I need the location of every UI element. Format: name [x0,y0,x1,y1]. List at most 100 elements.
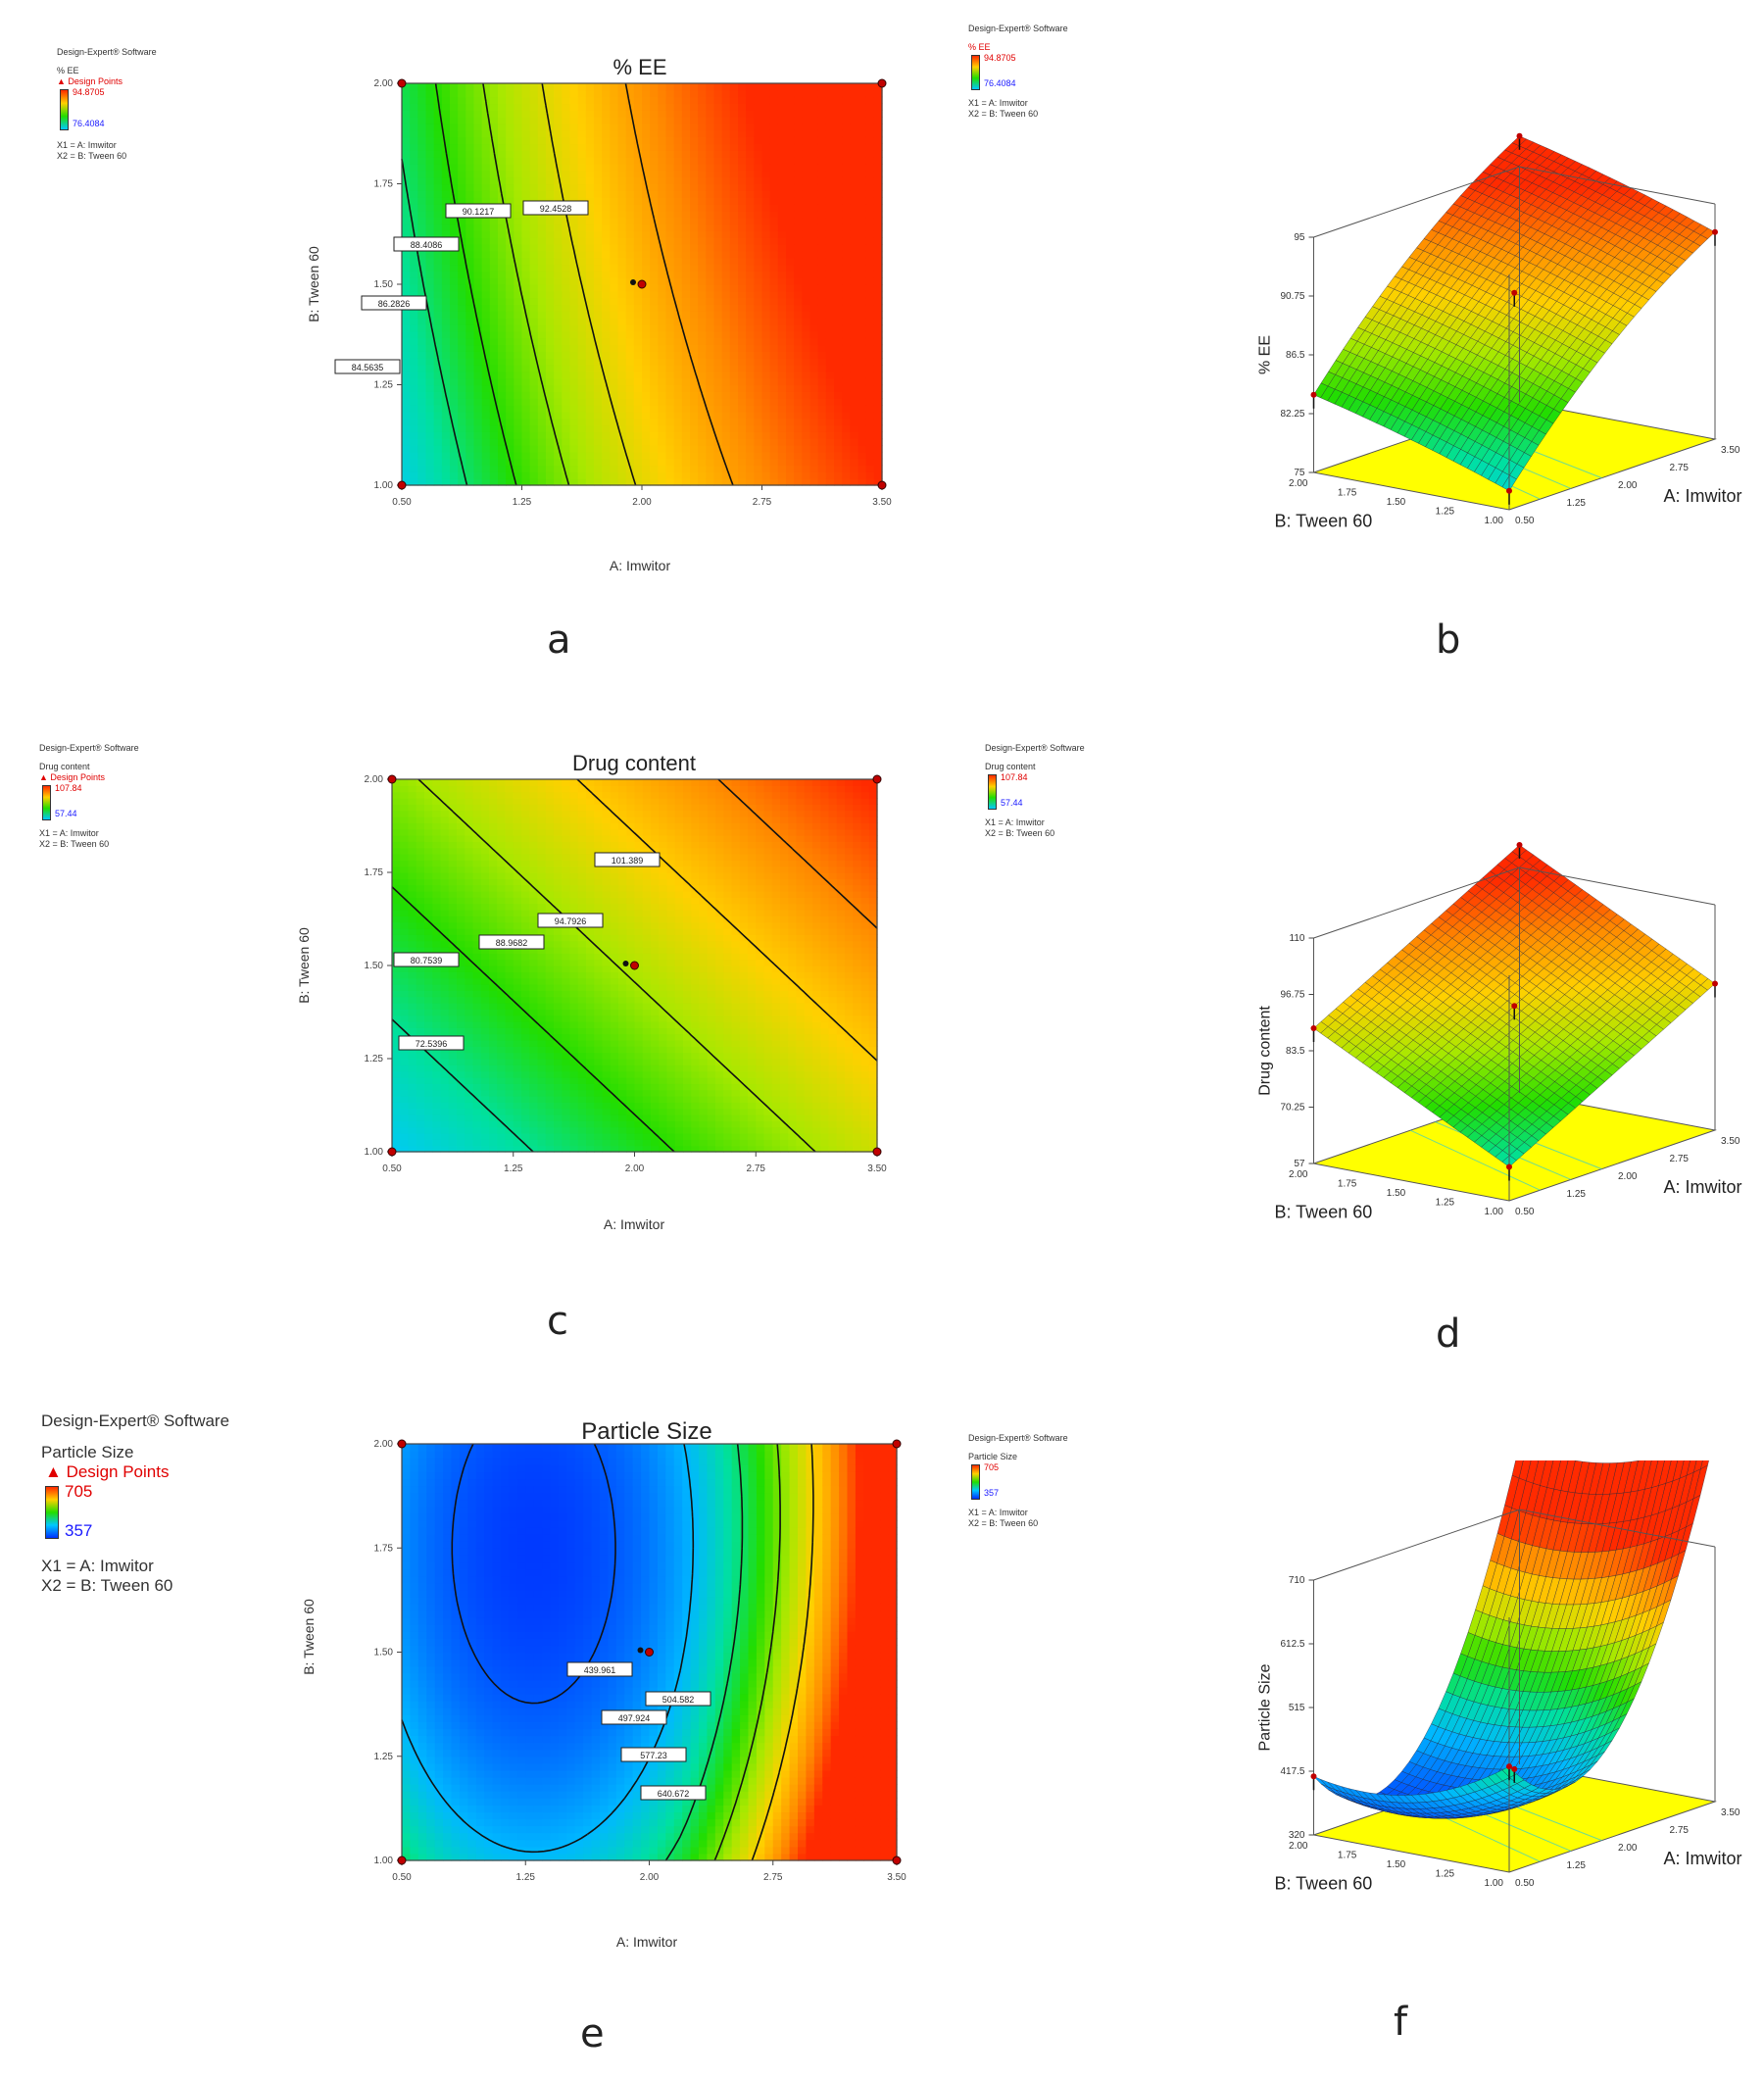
heatmap-cell [698,96,707,105]
heatmap-cell [817,143,827,151]
heatmap-cell [433,83,443,91]
heatmap-cell [537,337,547,346]
heatmap-cell [825,311,835,319]
heatmap-cell [458,377,466,386]
heatmap-cell [681,405,691,413]
heatmap-cell [817,83,827,91]
heatmap-cell [417,330,427,339]
heatmap-cell [392,1033,401,1041]
heatmap-cell [425,371,435,379]
heatmap-cell [569,311,579,319]
heatmap-cell [537,277,547,285]
heatmap-cell [562,250,571,259]
heatmap-cell [425,157,435,165]
heatmap-cell [529,89,539,98]
heatmap-cell [506,83,514,91]
heatmap-cell [473,351,483,359]
heatmap-cell [817,471,827,479]
heatmap-cell [746,83,755,91]
heatmap-cell [408,835,417,842]
heatmap-cell [850,89,859,98]
heatmap-cell [721,358,731,366]
heatmap-cell [769,264,779,272]
heatmap-cell [706,244,715,252]
heatmap-cell [777,129,787,138]
heatmap-cell [481,297,491,306]
heatmap-cell [458,384,466,392]
heatmap-cell [873,210,883,219]
heatmap-cell [617,150,627,158]
heatmap-cell [432,910,442,916]
heatmap-cell [706,471,715,479]
heatmap-cell [481,250,491,259]
heatmap-cell [424,1009,433,1016]
heatmap-cell [809,277,819,285]
heatmap-cell [825,176,835,185]
heatmap-cell [569,230,579,238]
heatmap-cell [433,365,443,372]
heatmap-cell [432,921,442,929]
heatmap-cell [432,854,442,861]
heatmap-cell [448,916,458,923]
heatmap-cell [809,176,819,185]
heatmap-cell [481,330,491,339]
heatmap-cell [650,230,659,238]
heatmap-cell [817,230,827,238]
heatmap-cell [489,324,499,332]
heatmap-cell [625,170,635,178]
heatmap-cell [817,250,827,259]
heatmap-cell [577,183,587,191]
heatmap-cell [602,458,611,467]
heatmap-cell [713,237,723,245]
heatmap-cell [746,271,755,278]
heatmap-cell [458,304,466,312]
heatmap-cell [481,311,491,319]
heatmap-cell [521,458,531,467]
heatmap-cell [673,110,683,118]
heatmap-cell [746,431,755,439]
heatmap-cell [625,324,635,332]
heatmap-cell [537,217,547,225]
heatmap-cell [769,358,779,366]
heatmap-cell [673,377,683,386]
heatmap-cell [410,277,418,285]
heatmap-cell [761,110,771,118]
heatmap-cell [633,257,643,266]
heatmap-cell [721,250,731,259]
heatmap-cell [850,344,859,352]
heatmap-cell [642,297,651,306]
heatmap-cell [713,230,723,238]
heatmap-cell [521,244,531,252]
heatmap-cell [794,190,803,198]
heatmap-cell [794,384,803,392]
heatmap-cell [777,284,787,292]
heatmap-cell [706,237,715,245]
heatmap-cell [794,391,803,399]
heatmap-cell [633,83,643,91]
heatmap-cell [594,157,603,165]
heatmap-cell [416,835,425,842]
heatmap-cell [416,916,425,923]
heatmap-cell [562,458,571,467]
heatmap-cell [514,197,523,205]
heatmap-cell [610,344,619,352]
heatmap-cell [665,176,675,185]
heatmap-cell [569,217,579,225]
heatmap-cell [738,204,747,212]
heatmap-cell [873,244,883,252]
heatmap-cell [698,230,707,238]
heatmap-cell [450,290,459,299]
heatmap-cell [706,445,715,453]
heatmap-cell [466,318,475,325]
heatmap-cell [400,1102,410,1110]
heatmap-cell [432,798,442,805]
heatmap-cell [562,358,571,366]
heatmap-cell [602,136,611,145]
heatmap-cell [721,304,731,312]
y-tick-label: 2.00 [374,78,394,89]
heatmap-cell [514,176,523,185]
heatmap-cell [610,223,619,231]
heatmap-cell [602,204,611,212]
heatmap-cell [802,136,811,145]
heatmap-cell [673,143,683,151]
